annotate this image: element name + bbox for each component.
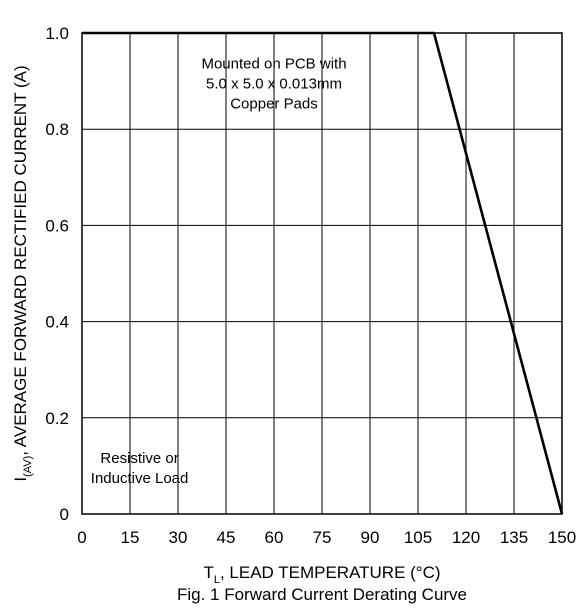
- x-tick-label: 75: [313, 528, 332, 547]
- annotation-line: Mounted on PCB with: [201, 56, 346, 73]
- y-axis-title: I(AV), AVERAGE FORWARD RECTIFIED CURRENT…: [11, 65, 34, 481]
- y-tick-label: 1.0: [45, 24, 69, 43]
- derating-curve: [82, 31, 564, 515]
- annotation-line: Inductive Load: [91, 470, 189, 487]
- y-tick-label: 0.6: [45, 216, 69, 235]
- annotation-line: Copper Pads: [230, 96, 318, 113]
- grid-lines: [81, 32, 563, 515]
- x-tick-label: 45: [217, 528, 236, 547]
- x-tick-label: 30: [169, 528, 188, 547]
- y-tick-label: 0.4: [45, 313, 69, 332]
- y-axis-symbol-subscript: (AV): [22, 456, 34, 477]
- y-tick-label: 0.2: [45, 409, 69, 428]
- x-tick-label: 15: [121, 528, 140, 547]
- annotations: Mounted on PCB with 5.0 x 5.0 x 0.013mm Co…: [91, 56, 347, 487]
- y-axis-symbol: I: [11, 477, 30, 482]
- x-tick-label: 120: [452, 528, 480, 547]
- x-tick-label: 60: [265, 528, 284, 547]
- x-tick-label: 135: [500, 528, 528, 547]
- x-axis-title: TL, LEAD TEMPERATURE (°C): [203, 563, 440, 586]
- annotation-text: Resistive or Inductive Load: [91, 450, 189, 487]
- series-layer: [82, 31, 564, 515]
- x-axis-symbol: T: [203, 563, 213, 582]
- x-tick-label: 90: [361, 528, 380, 547]
- x-axis-title-text: , LEAD TEMPERATURE (°C): [220, 563, 441, 582]
- y-tick-label: 0: [60, 505, 69, 524]
- x-tick-label: 0: [77, 528, 86, 547]
- x-tick-labels: 0 15 30 45 60 75 90 105 120 135 150: [77, 528, 576, 547]
- annotation-line: Resistive or: [100, 450, 178, 467]
- annotation-line: 5.0 x 5.0 x 0.013mm: [206, 76, 342, 93]
- x-tick-label: 150: [548, 528, 576, 547]
- figure-caption: Fig. 1 Forward Current Derating Curve: [177, 585, 467, 604]
- y-tick-labels: 0 0.2 0.4 0.6 0.8 1.0: [45, 24, 69, 524]
- y-axis-title-text: , AVERAGE FORWARD RECTIFIED CURRENT (A): [11, 65, 30, 455]
- x-tick-label: 105: [404, 528, 432, 547]
- annotation-text: Mounted on PCB with 5.0 x 5.0 x 0.013mm Co…: [201, 56, 346, 113]
- x-axis-symbol-subscript: L: [214, 574, 220, 586]
- y-tick-label: 0.8: [45, 120, 69, 139]
